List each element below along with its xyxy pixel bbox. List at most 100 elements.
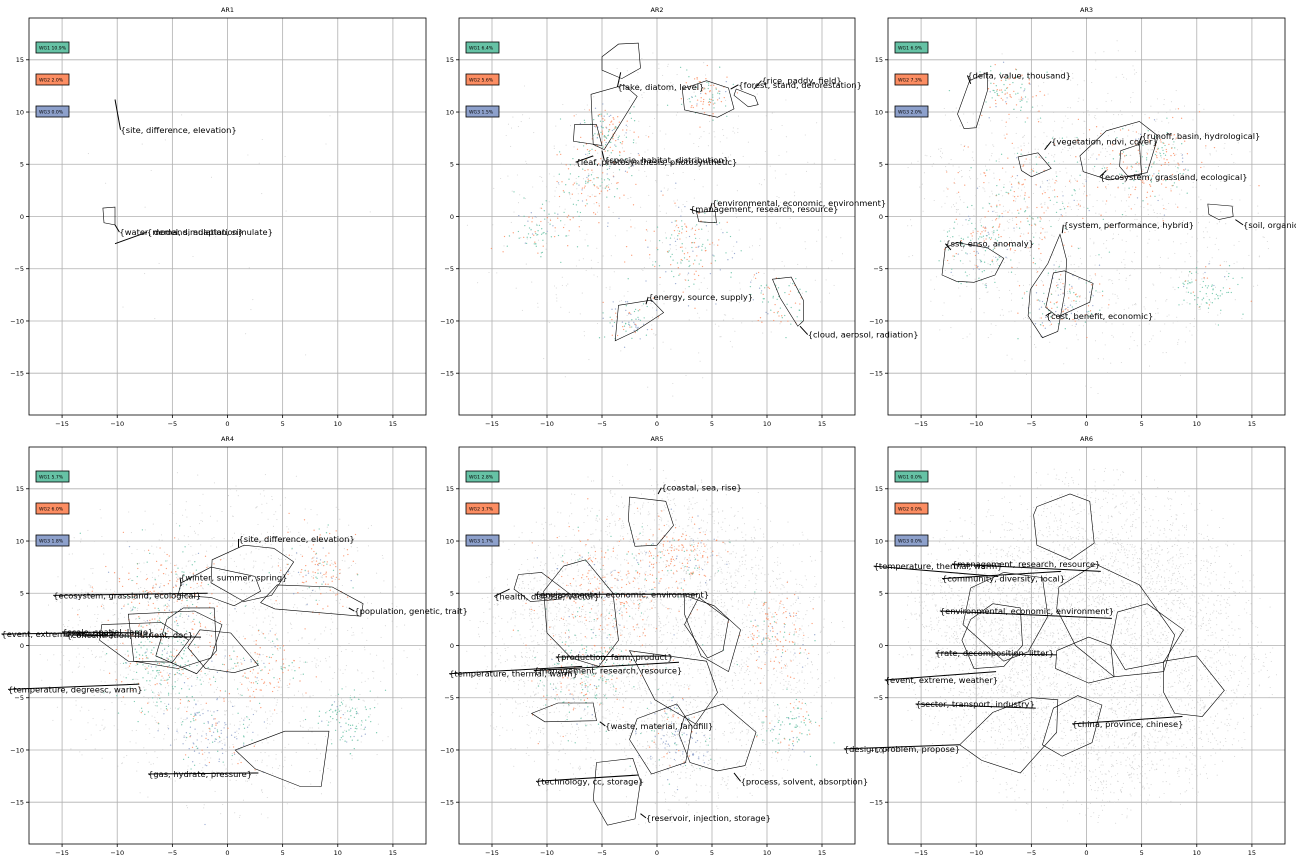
data-point-background [956, 223, 959, 225]
data-point-background [1023, 186, 1025, 188]
data-point-wg1 [694, 259, 696, 261]
data-point-wg2 [598, 113, 601, 116]
data-point-background [1132, 186, 1134, 188]
data-point-background [1008, 311, 1010, 313]
data-point-background [156, 698, 159, 700]
data-point-background [1184, 341, 1186, 343]
data-point-wg2 [768, 287, 771, 290]
data-point-background [789, 282, 792, 284]
data-point-wg2 [1152, 175, 1154, 177]
data-point-background [1087, 312, 1089, 314]
data-point-background [200, 741, 202, 743]
data-point-background [1202, 273, 1204, 275]
data-point-background [286, 526, 288, 528]
data-point-wg1 [1164, 154, 1167, 156]
data-point-wg1 [1056, 306, 1058, 308]
data-point-background [131, 553, 133, 555]
data-point-background [401, 707, 403, 709]
data-point-wg2 [1097, 186, 1099, 188]
data-point-background [1105, 188, 1107, 190]
data-point-background [962, 224, 964, 226]
data-point-wg1 [1090, 312, 1093, 315]
x-tick-label: 15 [1248, 420, 1256, 428]
data-point-wg3 [998, 244, 1001, 246]
data-point-background [993, 210, 995, 212]
data-point-background [210, 545, 212, 547]
data-point-background [114, 643, 116, 646]
data-point-wg2 [1042, 325, 1044, 327]
data-point-background [1182, 220, 1184, 222]
data-point-background [360, 728, 362, 730]
data-point-wg1 [681, 259, 683, 262]
data-point-background [1037, 85, 1039, 87]
data-point-background [206, 734, 208, 737]
data-point-wg2 [600, 190, 602, 192]
data-point-background [488, 271, 490, 274]
data-point-wg1 [1000, 153, 1003, 155]
data-point-wg1 [953, 227, 955, 229]
data-point-wg1 [604, 187, 606, 189]
data-point-wg2 [718, 90, 720, 92]
data-point-background [545, 248, 547, 250]
data-point-wg2 [1018, 285, 1021, 287]
data-point-wg1 [165, 560, 167, 562]
data-point-background [338, 612, 340, 614]
data-point-wg2 [985, 227, 987, 229]
data-point-wg3 [1098, 264, 1101, 266]
data-point-background [1077, 339, 1079, 341]
data-point-wg2 [91, 590, 93, 592]
data-point-wg2 [1162, 179, 1164, 181]
data-point-background [1014, 200, 1016, 202]
data-point-wg1 [1020, 109, 1022, 112]
data-point-background [174, 780, 176, 782]
data-point-background [239, 724, 241, 726]
data-point-background [148, 645, 150, 647]
data-point-background [685, 374, 687, 377]
data-point-background [79, 751, 81, 753]
data-point-wg2 [651, 328, 653, 331]
data-point-wg1 [132, 596, 134, 598]
data-point-background [1081, 170, 1083, 172]
data-point-background [200, 659, 202, 661]
data-point-background [276, 701, 278, 703]
data-point-background [315, 663, 317, 665]
data-point-background [151, 715, 153, 717]
data-point-background [166, 603, 168, 605]
data-point-wg2 [166, 606, 168, 608]
data-point-background [330, 611, 332, 614]
data-point-wg2 [557, 217, 559, 219]
data-point-wg1 [1153, 161, 1155, 163]
data-point-wg2 [196, 582, 198, 585]
y-tick-label: 10 [16, 108, 24, 116]
data-point-wg2 [546, 217, 549, 219]
data-point-background [326, 697, 328, 699]
data-point-background [970, 311, 972, 313]
data-point-background [535, 216, 538, 219]
data-point-wg1 [712, 99, 714, 102]
data-point-wg2 [788, 293, 790, 296]
data-point-background [1075, 303, 1077, 305]
data-point-background [1003, 262, 1005, 264]
data-point-background [272, 533, 275, 535]
data-point-wg1 [140, 629, 142, 631]
data-point-wg2 [1142, 180, 1144, 182]
data-point-background [1158, 264, 1160, 266]
data-point-wg2 [1006, 92, 1008, 94]
data-point-background [917, 160, 919, 162]
data-point-background [1198, 308, 1200, 311]
data-point-background [191, 611, 193, 613]
data-point-background [261, 761, 263, 763]
data-point-background [1236, 261, 1238, 263]
data-point-background [228, 668, 230, 671]
data-point-background [1074, 138, 1076, 140]
data-point-background [129, 741, 131, 743]
data-point-wg2 [773, 319, 775, 322]
annotation-label: {system, performance, hybrid} [1063, 220, 1194, 230]
data-point-background [637, 72, 639, 74]
data-point-wg2 [1158, 178, 1160, 181]
data-point-background [1035, 269, 1037, 271]
data-point-background [228, 614, 230, 616]
data-point-background [993, 263, 995, 265]
data-point-wg3 [977, 265, 979, 268]
data-point-background [1257, 212, 1259, 214]
